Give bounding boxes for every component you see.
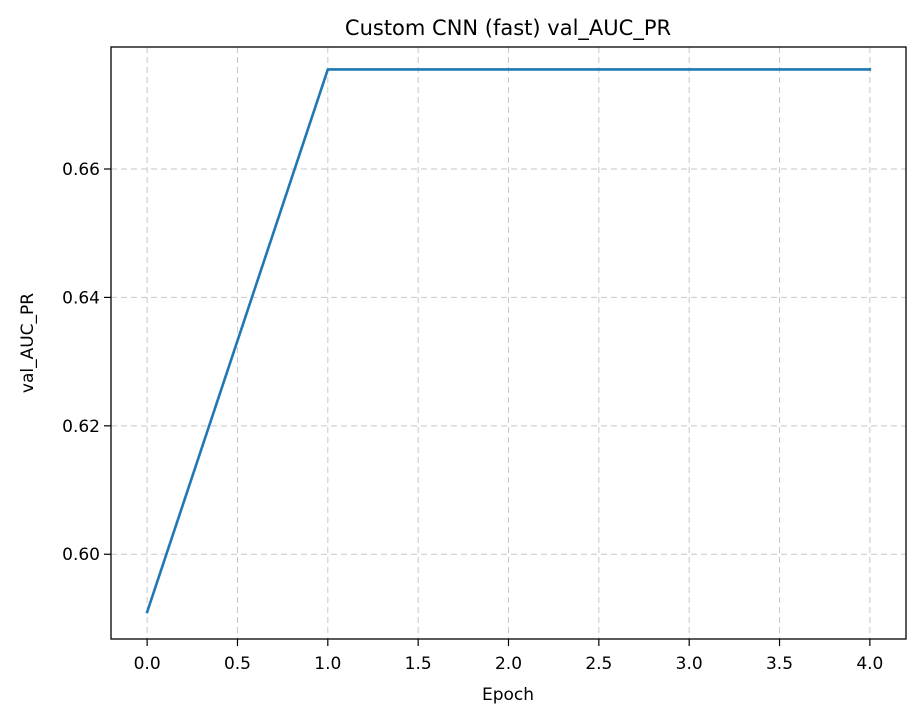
x-tick-label: 1.5: [405, 654, 432, 674]
x-tick-label: 2.0: [495, 654, 522, 674]
x-tick-label: 1.0: [314, 654, 341, 674]
x-tick-label: 2.5: [585, 654, 612, 674]
x-axis-ticks: 0.0 0.5 1.0 1.5 2.0 2.5 3.0 3.5 4.0: [134, 639, 883, 674]
y-tick-label: 0.66: [62, 160, 100, 180]
series-lines: [145, 68, 872, 614]
y-tick-label: 0.62: [62, 417, 100, 437]
chart-title: Custom CNN (fast) val_AUC_PR: [345, 16, 671, 41]
x-tick-label: 3.0: [676, 654, 703, 674]
grid-lines: [111, 47, 906, 639]
x-tick-label: 0.0: [134, 654, 161, 674]
y-axis-ticks: 0.60 0.62 0.64 0.66: [62, 160, 111, 565]
x-tick-label: 0.5: [224, 654, 251, 674]
y-axis-label: val_AUC_PR: [18, 293, 38, 393]
x-tick-label: 3.5: [766, 654, 793, 674]
y-tick-label: 0.60: [62, 545, 100, 565]
x-tick-label: 4.0: [856, 654, 883, 674]
y-tick-label: 0.64: [62, 288, 100, 308]
x-axis-label: Epoch: [482, 685, 534, 705]
